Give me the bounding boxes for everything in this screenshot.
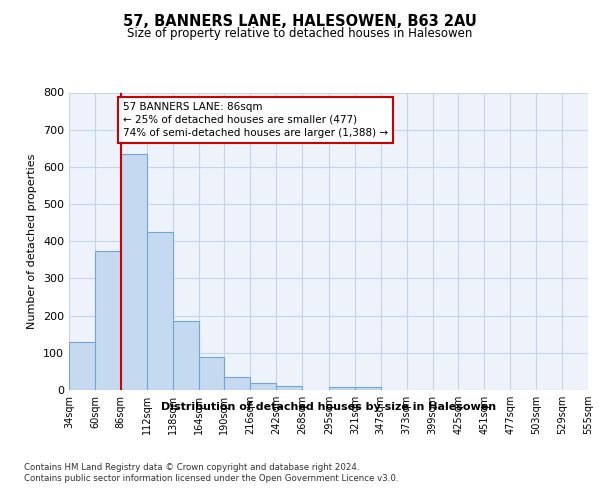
Bar xyxy=(224,377,250,390)
Bar xyxy=(69,342,95,390)
Bar xyxy=(199,358,224,390)
Bar xyxy=(355,387,381,390)
Bar xyxy=(329,387,355,390)
Bar xyxy=(147,232,173,390)
Y-axis label: Number of detached properties: Number of detached properties xyxy=(28,154,37,329)
Bar xyxy=(173,321,199,390)
Text: Size of property relative to detached houses in Halesowen: Size of property relative to detached ho… xyxy=(127,28,473,40)
Bar xyxy=(250,382,276,390)
Text: 57 BANNERS LANE: 86sqm
← 25% of detached houses are smaller (477)
74% of semi-de: 57 BANNERS LANE: 86sqm ← 25% of detached… xyxy=(123,102,388,138)
Text: Contains public sector information licensed under the Open Government Licence v3: Contains public sector information licen… xyxy=(24,474,398,483)
Text: Distribution of detached houses by size in Halesowen: Distribution of detached houses by size … xyxy=(161,402,496,412)
Bar xyxy=(121,154,147,390)
Text: Contains HM Land Registry data © Crown copyright and database right 2024.: Contains HM Land Registry data © Crown c… xyxy=(24,462,359,471)
Text: 57, BANNERS LANE, HALESOWEN, B63 2AU: 57, BANNERS LANE, HALESOWEN, B63 2AU xyxy=(123,14,477,29)
Bar xyxy=(95,250,121,390)
Bar xyxy=(276,386,302,390)
